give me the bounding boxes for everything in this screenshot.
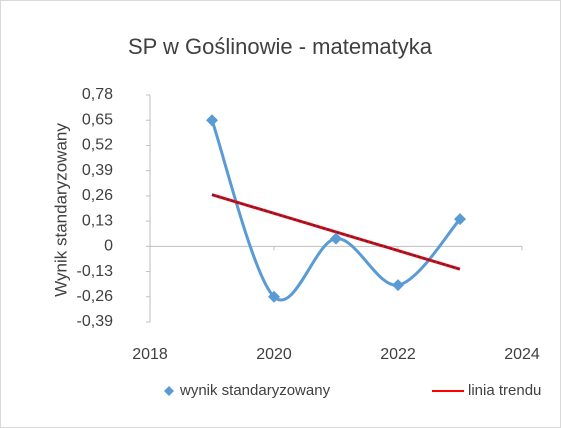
legend-label: wynik standaryzowany (179, 382, 331, 399)
x-tick-label: 2022 (380, 346, 416, 363)
series-line (210, 119, 462, 302)
x-tick-label: 2018 (132, 346, 168, 363)
x-tick-label: 2024 (504, 346, 540, 363)
data-point (392, 279, 404, 292)
trend-line-dash (211, 194, 461, 270)
y-tick-label: 0,26 (82, 187, 113, 204)
legend-marker (164, 386, 174, 396)
data-point (268, 290, 280, 303)
y-tick-label: 0,13 (82, 212, 113, 229)
legend-label: linia trendu (468, 382, 541, 399)
y-tick-label: 0 (104, 238, 113, 255)
data-point (330, 232, 342, 245)
y-tick-label: 0,39 (82, 162, 113, 179)
y-tick-label: 0,78 (82, 86, 113, 103)
y-tick-label: -0,26 (77, 288, 114, 305)
x-tick-label: 2020 (256, 346, 292, 363)
y-tick-label: 0,52 (82, 137, 113, 154)
y-axis-label: Wynik standaryzowany (51, 123, 70, 297)
y-tick-label: -0,39 (77, 313, 114, 330)
y-tick-label: 0,65 (82, 111, 113, 128)
y-tick-label: -0,13 (77, 263, 114, 280)
data-point (206, 114, 218, 127)
chart-title: SP w Goślinowie - matematyka (128, 34, 433, 59)
data-point (454, 213, 466, 226)
